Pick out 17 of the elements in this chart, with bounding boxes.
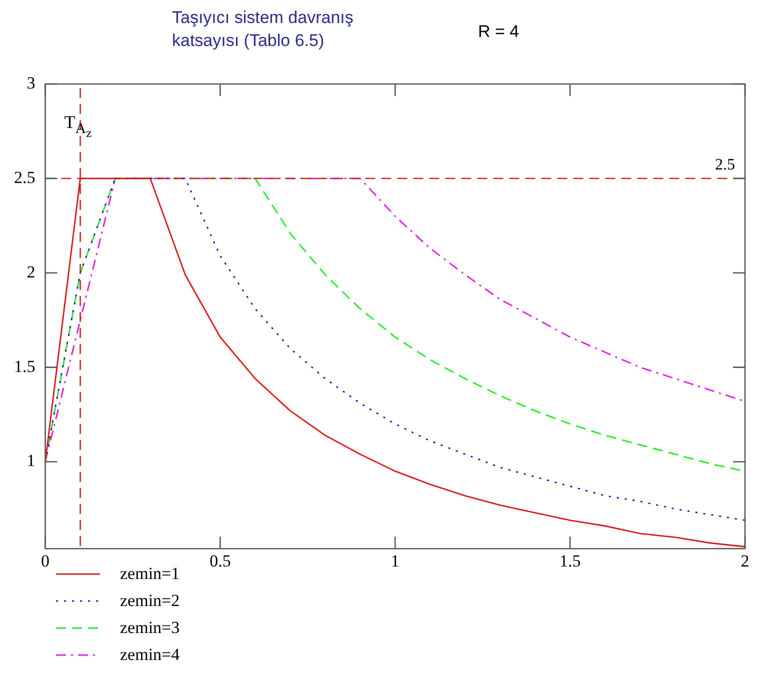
chart-title: Taşıyıcı sistem davranış katsayısı (Tablo 6.5) [172, 7, 354, 52]
y-tick-label: 2 [26, 262, 36, 282]
legend-label: zemin=1 [120, 564, 180, 584]
x-tick-label: 1.5 [559, 551, 581, 570]
y-tick-label: 1.5 [14, 356, 36, 376]
text: R = 4 [478, 22, 520, 42]
x-tick-label: 0.5 [210, 551, 231, 570]
x-tick-label: 0 [41, 551, 50, 570]
legend-label: zemin=2 [120, 590, 180, 610]
ref-line-label: 2.5 [715, 156, 735, 174]
x-tick-label: 1 [390, 551, 400, 570]
y-tick-label: 1 [26, 451, 36, 470]
legend-label: zemin=4 [120, 644, 180, 664]
y-tick-label: 3 [26, 73, 36, 92]
x-tick-label: 2 [740, 551, 750, 570]
legend-label: zemin=3 [120, 618, 180, 638]
y-tick-label: 2.5 [14, 168, 36, 187]
